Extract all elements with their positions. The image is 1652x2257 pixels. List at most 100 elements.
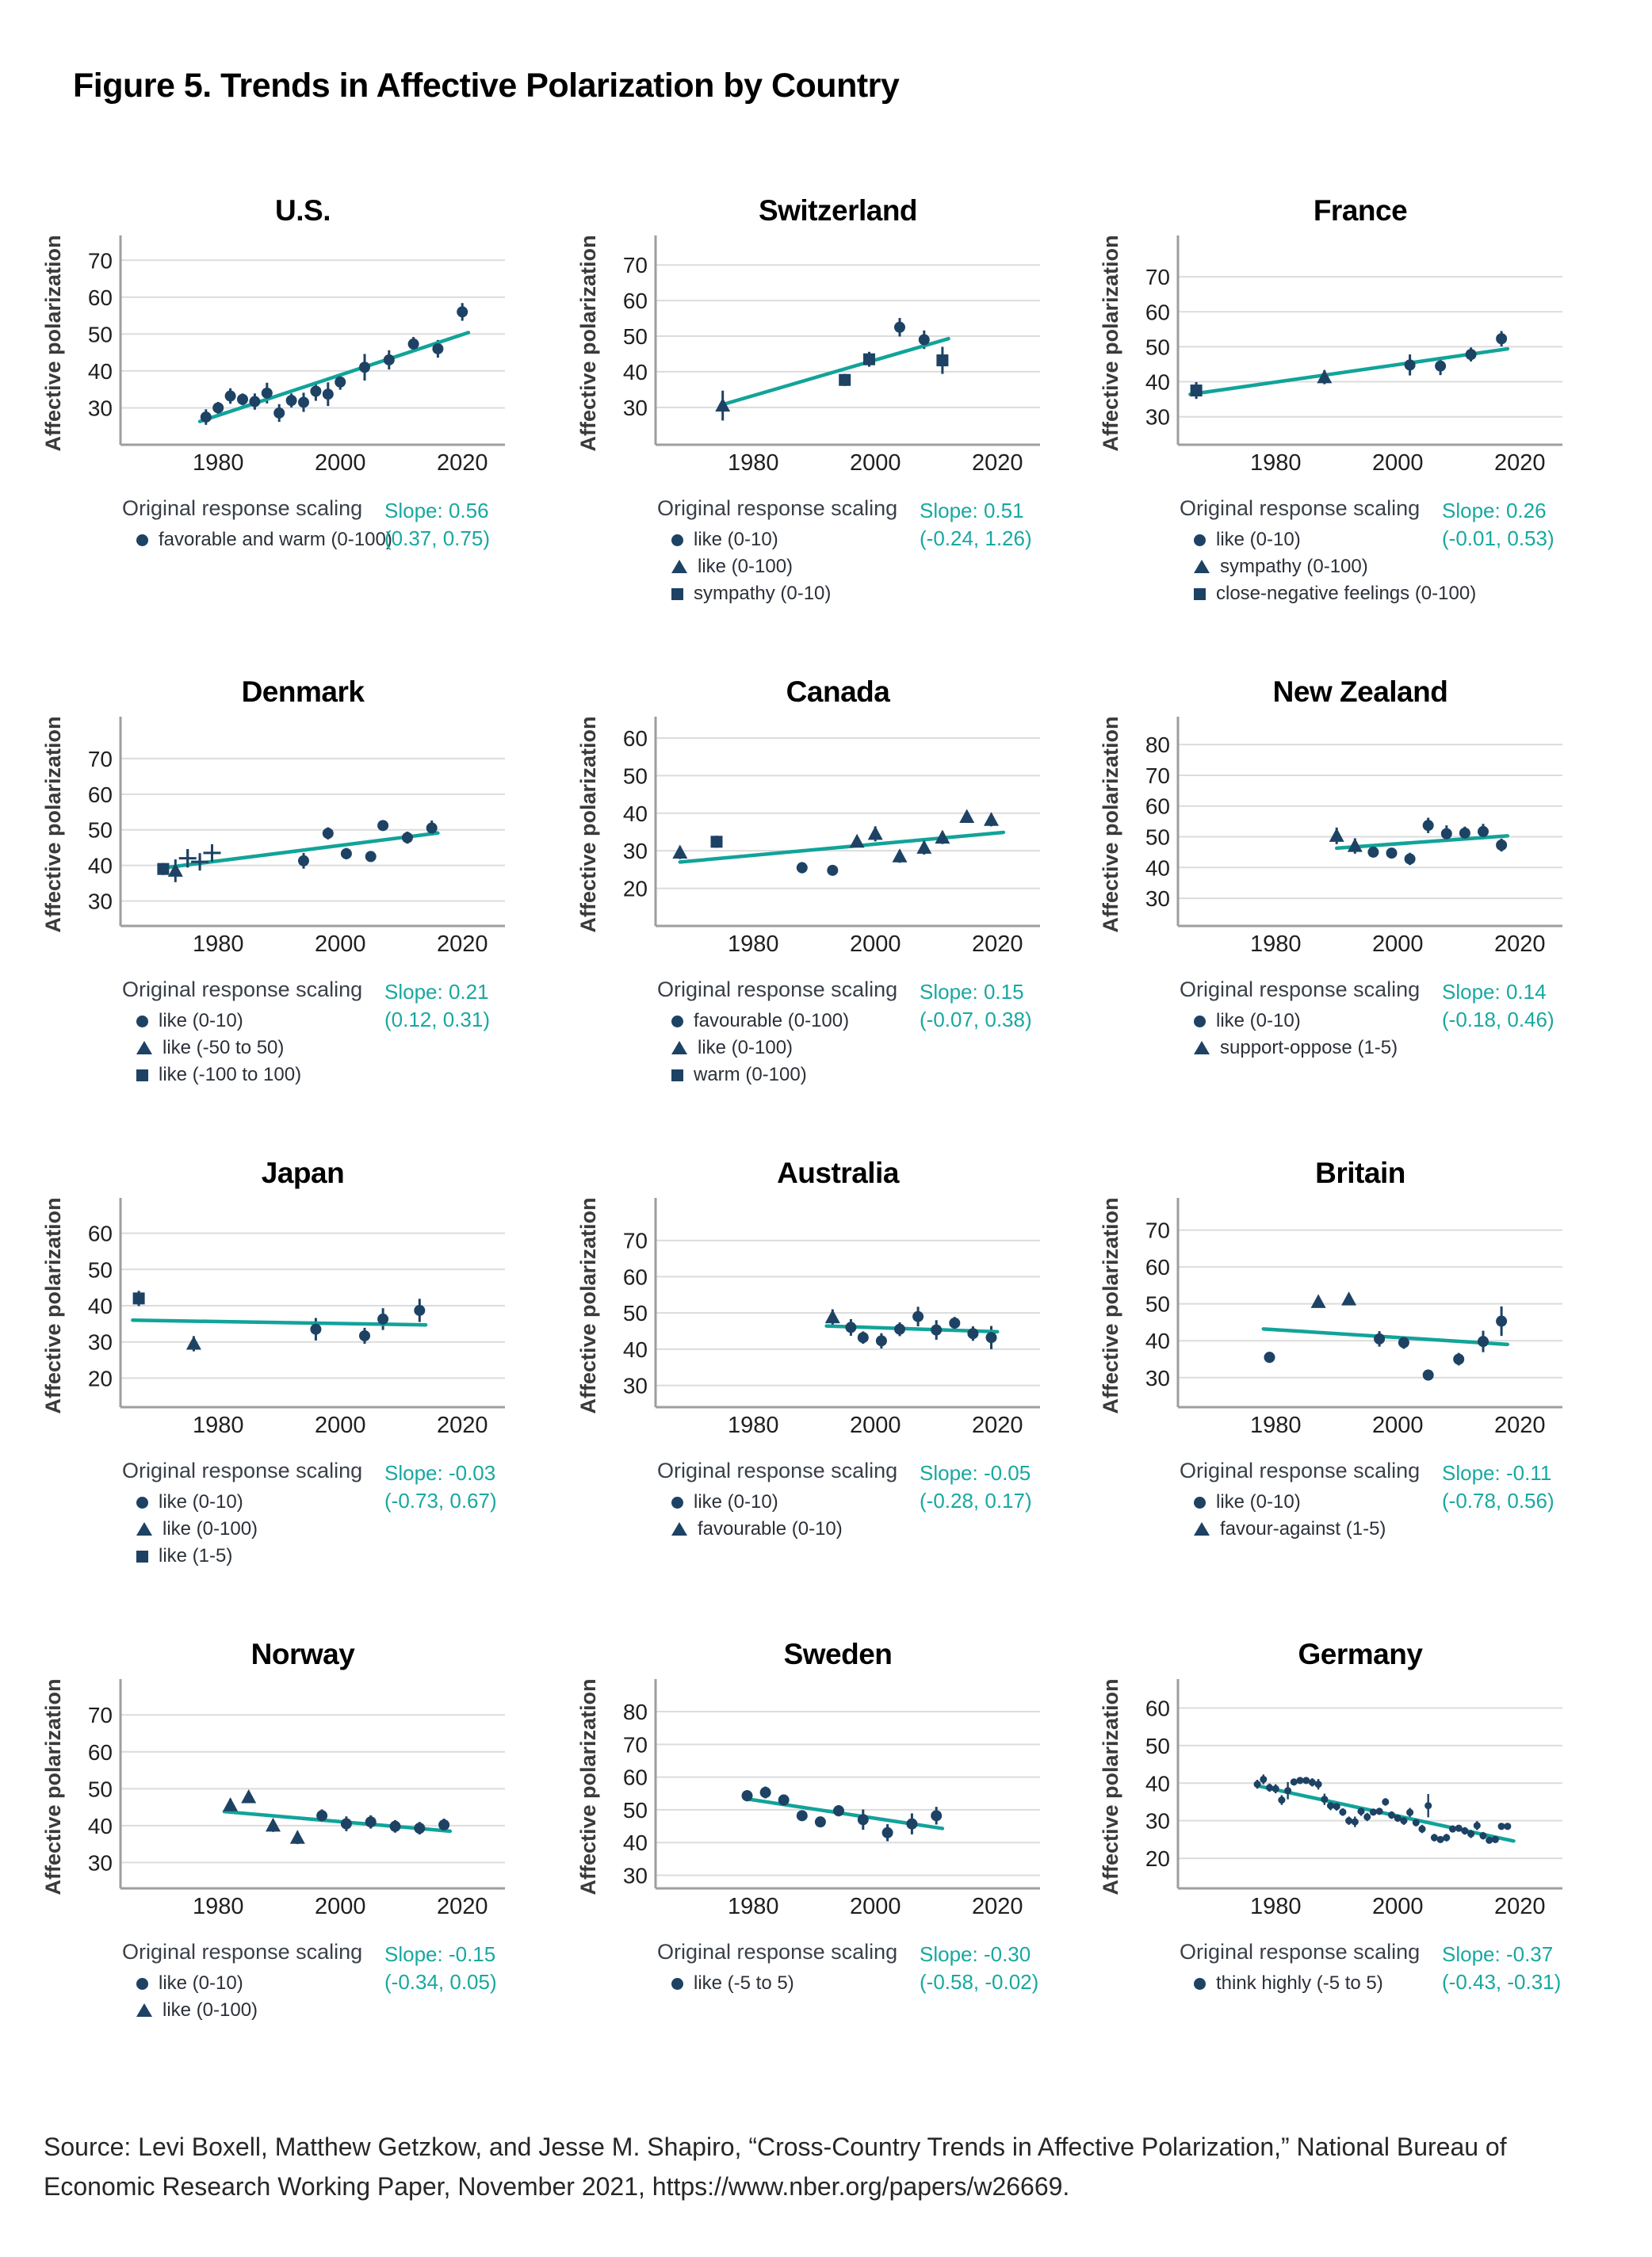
- trend-line: [1188, 346, 1510, 396]
- legend-items: like (-5 to 5): [657, 1970, 1099, 1997]
- chart-canvas: 30 40 50 60 70 1980 2000 2020 Affective polariza…: [41, 716, 505, 956]
- data-point-circle: [1308, 1778, 1316, 1786]
- panel-title: U.S.: [275, 194, 331, 227]
- data-point-circle: [1351, 1818, 1359, 1826]
- data-point-circle: [1404, 853, 1416, 865]
- x-tick-label: 1980: [1250, 1894, 1302, 1918]
- circle-marker-icon: [136, 1497, 148, 1509]
- data-point-circle: [778, 1794, 790, 1806]
- x-tick-label: 2020: [437, 1894, 488, 1918]
- data-point-triangle: [849, 833, 865, 848]
- data-point-circle: [1272, 1785, 1279, 1792]
- data-point-circle: [1440, 828, 1452, 840]
- data-point-triangle: [672, 844, 688, 859]
- x-tick-label: 2000: [315, 450, 366, 475]
- legend-item: like (1-5): [136, 1543, 564, 1570]
- data-points-group: [223, 1789, 450, 1844]
- y-tick-label: 40: [88, 359, 113, 384]
- slope-confidence-interval: (-0.07, 0.38): [920, 1008, 1032, 1031]
- trend-line: [161, 831, 440, 870]
- y-tick-label: 30: [88, 889, 113, 914]
- y-tick-label: 30: [88, 1850, 113, 1875]
- y-tick-label: 30: [88, 1330, 113, 1355]
- data-points-group: [1190, 333, 1508, 397]
- slope-annotation: Slope: 0.56 (0.37, 0.75): [384, 497, 490, 553]
- y-tick-label: 40: [623, 1830, 648, 1855]
- legend-item-label: like (-5 to 5): [694, 1972, 794, 1994]
- data-point-circle: [912, 1310, 924, 1322]
- chart-canvas: 30 40 50 60 70 80 1980 2000 2020 Affective polari…: [576, 1678, 1040, 1918]
- legend-item-label: like (0-100): [163, 1518, 258, 1540]
- data-point-circle: [1422, 820, 1434, 832]
- y-axis-label: Affective polarization: [41, 235, 65, 451]
- data-point-circle: [1478, 825, 1489, 837]
- data-point-circle: [833, 1805, 844, 1817]
- x-tick-label: 2000: [1372, 1894, 1424, 1918]
- axis-group: 30 40 50 60 70 1980 2000 2020: [88, 1679, 505, 1918]
- x-tick-label: 2000: [1372, 1413, 1424, 1437]
- slope-confidence-interval: (-0.73, 0.67): [384, 1489, 497, 1513]
- axis-group: 30 40 50 60 70 1980 2000 2020: [1145, 1198, 1562, 1437]
- data-points-group: [157, 820, 438, 877]
- y-tick-label: 60: [623, 1765, 648, 1790]
- triangle-marker-icon: [1194, 560, 1210, 573]
- legend-items: favorable and warm (0-100): [122, 526, 564, 553]
- legend-items: like (0-10) like (0-100) sympathy (0-10): [657, 526, 1099, 607]
- x-tick-label: 2020: [972, 1894, 1023, 1918]
- chart-canvas: 20 30 40 50 60 1980 2000 2020 Affective polariza…: [41, 1197, 505, 1437]
- data-point-circle: [894, 1323, 905, 1335]
- y-tick-label: 70: [1145, 265, 1170, 289]
- data-point-triangle: [185, 1336, 201, 1350]
- slope-value: Slope: -0.37: [1442, 1942, 1554, 1966]
- panel-grid: U.S. 30 40 50 60 70 1980 2000 2020 Affective pol…: [41, 194, 1652, 2034]
- legend-item: like (0-10): [1194, 1008, 1622, 1035]
- data-point-circle: [1363, 1813, 1371, 1821]
- legend-item: favorable and warm (0-100): [136, 526, 564, 553]
- x-tick-label: 1980: [728, 1413, 779, 1437]
- data-points-group: [715, 321, 949, 412]
- data-point-circle: [1260, 1775, 1268, 1784]
- panel-new-zealand: New Zealand 30 40 50 60 70 80 1980 2000 2020 Affe…: [1099, 675, 1622, 1088]
- y-tick-label: 60: [1145, 1696, 1170, 1720]
- legend-item-label: like (0-10): [1216, 1010, 1301, 1031]
- data-point-circle: [1404, 359, 1416, 371]
- legend-items: like (0-10) like (0-100): [122, 1970, 564, 2024]
- data-point-circle: [383, 354, 395, 365]
- slope-value: Slope: -0.05: [920, 1461, 1031, 1485]
- y-tick-label: 30: [1145, 405, 1170, 430]
- x-tick-label: 1980: [193, 1894, 244, 1918]
- legend-item-label: close-negative feelings (0-100): [1216, 583, 1477, 604]
- y-tick-label: 50: [88, 818, 113, 843]
- data-point-circle: [1290, 1778, 1298, 1786]
- legend-item: like (-50 to 50): [136, 1035, 564, 1062]
- legend-item-label: like (0-10): [159, 1491, 243, 1513]
- y-tick-label: 30: [88, 396, 113, 420]
- panel-title: Germany: [1298, 1638, 1423, 1670]
- chart-canvas: 20 30 40 50 60 1980 2000 2020 Affective polariza…: [576, 716, 1040, 956]
- data-points-group: [741, 1787, 943, 1838]
- legend-title: Original response scaling: [122, 1459, 363, 1482]
- data-point-circle: [224, 390, 236, 402]
- legend-items: like (0-10) like (0-100) like (1-5): [122, 1489, 564, 1570]
- data-point-circle: [298, 855, 309, 866]
- data-point-circle: [741, 1790, 753, 1802]
- data-point-circle: [796, 1810, 808, 1822]
- chart-canvas: 30 40 50 60 70 1980 2000 2020 Affective polariza…: [41, 235, 505, 475]
- circle-marker-icon: [1194, 1978, 1206, 1990]
- data-point-circle: [261, 387, 273, 399]
- y-tick-label: 60: [1145, 1255, 1170, 1280]
- data-point-circle: [1339, 1808, 1347, 1816]
- y-tick-label: 50: [1145, 1292, 1170, 1317]
- legend-item: like (0-10): [1194, 526, 1622, 553]
- x-tick-label: 2020: [437, 450, 488, 475]
- x-tick-label: 2000: [1372, 931, 1424, 956]
- legend-item: think highly (-5 to 5): [1194, 1970, 1622, 1997]
- data-point-circle: [438, 1819, 450, 1830]
- legend-item-label: like (0-10): [159, 1010, 243, 1031]
- y-axis-label: Affective polarization: [1099, 716, 1122, 932]
- data-point-circle: [1284, 1787, 1292, 1795]
- data-points-group: [824, 1309, 997, 1347]
- trend-line: [222, 1809, 453, 1834]
- data-point-circle: [1504, 1823, 1512, 1830]
- legend: Original response scaling like (0-10) lik…: [122, 977, 564, 1088]
